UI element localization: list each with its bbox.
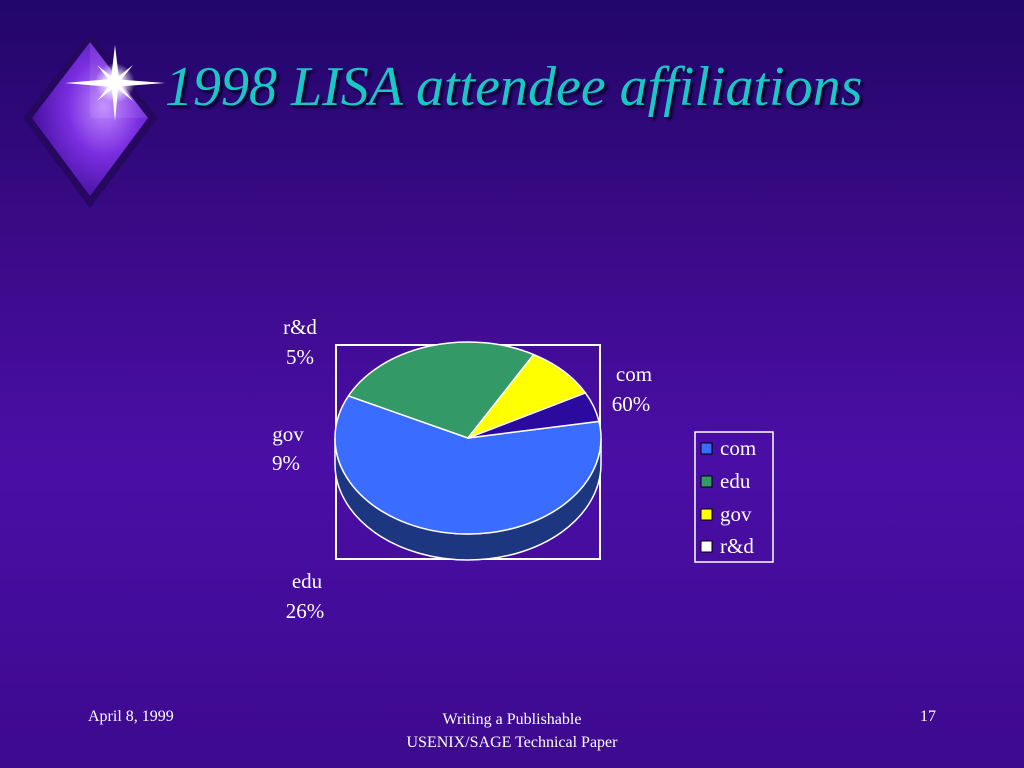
- diamond-star-icon: [23, 33, 165, 208]
- slice-label-com-name: com: [616, 362, 652, 386]
- slide-title: 1998 LISA attendee affiliations: [165, 56, 863, 118]
- footer-date: April 8, 1999: [88, 708, 174, 725]
- legend-item-edu: edu: [700, 469, 751, 493]
- legend-box: [694, 431, 774, 563]
- slice-label-gov: gov 9%: [272, 422, 304, 475]
- legend-item-rd: r&d: [700, 534, 754, 558]
- slice-label-com-value: 60%: [612, 392, 651, 416]
- legend: com edu gov r&d: [694, 431, 774, 563]
- legend-swatch-rd: [700, 540, 713, 553]
- slice-label-rd-value: 5%: [286, 345, 314, 369]
- slice-label-edu: edu 26%: [286, 569, 325, 623]
- legend-item-com: com: [700, 436, 756, 460]
- slice-label-com: com 60%: [612, 362, 652, 416]
- legend-item-gov: gov: [700, 502, 752, 526]
- legend-swatch-com: [700, 442, 713, 455]
- legend-swatch-edu: [700, 475, 713, 488]
- legend-label-gov: gov: [720, 502, 752, 526]
- legend-label-com: com: [720, 436, 756, 460]
- footer-title-line2: USENIX/SAGE Technical Paper: [406, 734, 618, 751]
- pie-slice-rd: [467, 392, 600, 439]
- pie-slice-com: [334, 395, 602, 535]
- slide-number: 17: [920, 708, 936, 725]
- slice-label-edu-value: 26%: [286, 599, 325, 623]
- legend-swatch-gov: [700, 508, 713, 521]
- footer-presentation-title: Writing a Publishable USENIX/SAGE Techni…: [312, 708, 712, 754]
- legend-label-rd: r&d: [720, 534, 754, 558]
- slice-label-rd-name: r&d: [283, 315, 317, 339]
- legend-label-edu: edu: [720, 469, 751, 493]
- slice-label-rd: r&d 5%: [283, 315, 317, 369]
- pie-slice-edu: [347, 341, 535, 439]
- slice-label-edu-name: edu: [292, 569, 323, 593]
- slice-label-gov-name: gov: [272, 422, 304, 446]
- footer-title-line1: Writing a Publishable: [442, 711, 582, 728]
- slice-label-gov-value: 9%: [272, 451, 300, 475]
